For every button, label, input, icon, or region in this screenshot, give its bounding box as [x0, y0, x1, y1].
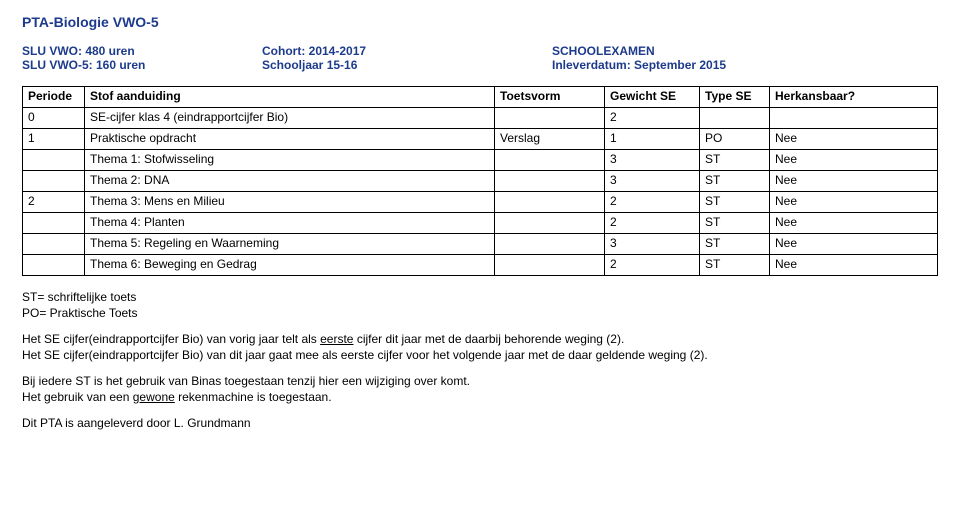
weging-block: Het SE cijfer(eindrapportcijfer Bio) van… — [22, 332, 938, 362]
binas-line: Bij iedere ST is het gebruik van Binas t… — [22, 374, 938, 388]
cell-toets — [495, 213, 605, 234]
cell-gewicht: 2 — [605, 255, 700, 276]
rekenmachine-line: Het gebruik van een gewone rekenmachine … — [22, 390, 938, 404]
th-type: Type SE — [700, 87, 770, 108]
cell-periode — [23, 255, 85, 276]
cell-gewicht: 2 — [605, 108, 700, 129]
cell-herk: Nee — [770, 192, 938, 213]
cell-toets — [495, 108, 605, 129]
meta-row: SLU VWO: 480 uren SLU VWO-5: 160 uren Co… — [22, 44, 938, 72]
table-row: 0 SE-cijfer klas 4 (eindrapportcijfer Bi… — [23, 108, 938, 129]
underline-gewone: gewone — [133, 390, 175, 404]
cell-periode — [23, 213, 85, 234]
underline-eerste: eerste — [320, 332, 353, 346]
cell-herk: Nee — [770, 255, 938, 276]
cell-herk: Nee — [770, 171, 938, 192]
author-line: Dit PTA is aangeleverd door L. Grundmann — [22, 416, 938, 430]
cell-gewicht: 3 — [605, 171, 700, 192]
table-row: Thema 1: Stofwisseling 3 ST Nee — [23, 150, 938, 171]
cell-herk: Nee — [770, 213, 938, 234]
cell-stof: SE-cijfer klas 4 (eindrapportcijfer Bio) — [85, 108, 495, 129]
th-toets: Toetsvorm — [495, 87, 605, 108]
cell-periode: 0 — [23, 108, 85, 129]
text: Het gebruik van een — [22, 390, 133, 404]
cell-type: ST — [700, 234, 770, 255]
binas-block: Bij iedere ST is het gebruik van Binas t… — [22, 374, 938, 404]
cell-stof: Thema 4: Planten — [85, 213, 495, 234]
text: Het SE cijfer(eindrapportcijfer Bio) van… — [22, 332, 320, 346]
cell-toets — [495, 234, 605, 255]
page-title: PTA-Biologie VWO-5 — [22, 14, 938, 30]
meta-col-1: SLU VWO: 480 uren SLU VWO-5: 160 uren — [22, 44, 262, 72]
weging-line-1: Het SE cijfer(eindrapportcijfer Bio) van… — [22, 332, 938, 346]
cell-toets — [495, 255, 605, 276]
text: rekenmachine is toegestaan. — [175, 390, 332, 404]
slu-vwo5: SLU VWO-5: 160 uren — [22, 58, 262, 72]
cell-periode — [23, 150, 85, 171]
table-row: 2 Thema 3: Mens en Milieu 2 ST Nee — [23, 192, 938, 213]
cell-type: ST — [700, 192, 770, 213]
cell-type: PO — [700, 129, 770, 150]
notes: ST= schriftelijke toets PO= Praktische T… — [22, 290, 938, 430]
inleverdatum: Inleverdatum: September 2015 — [552, 58, 726, 72]
cell-type: ST — [700, 171, 770, 192]
meta-col-2: Cohort: 2014-2017 Schooljaar 15-16 — [262, 44, 552, 72]
cell-gewicht: 2 — [605, 192, 700, 213]
author-block: Dit PTA is aangeleverd door L. Grundmann — [22, 416, 938, 430]
cell-type: ST — [700, 213, 770, 234]
cell-stof: Thema 2: DNA — [85, 171, 495, 192]
th-herk: Herkansbaar? — [770, 87, 938, 108]
cell-stof: Thema 6: Beweging en Gedrag — [85, 255, 495, 276]
pta-table: Periode Stof aanduiding Toetsvorm Gewich… — [22, 86, 938, 276]
th-gewicht: Gewicht SE — [605, 87, 700, 108]
table-row: Thema 2: DNA 3 ST Nee — [23, 171, 938, 192]
cell-type: ST — [700, 150, 770, 171]
table-row: Thema 5: Regeling en Waarneming 3 ST Nee — [23, 234, 938, 255]
table-body: 0 SE-cijfer klas 4 (eindrapportcijfer Bi… — [23, 108, 938, 276]
cell-herk: Nee — [770, 129, 938, 150]
cell-toets — [495, 192, 605, 213]
legend-block: ST= schriftelijke toets PO= Praktische T… — [22, 290, 938, 320]
slu-vwo: SLU VWO: 480 uren — [22, 44, 262, 58]
cell-toets — [495, 150, 605, 171]
table-header-row: Periode Stof aanduiding Toetsvorm Gewich… — [23, 87, 938, 108]
meta-col-3: SCHOOLEXAMEN Inleverdatum: September 201… — [552, 44, 726, 72]
table-row: Thema 4: Planten 2 ST Nee — [23, 213, 938, 234]
cell-stof: Thema 5: Regeling en Waarneming — [85, 234, 495, 255]
cell-gewicht: 3 — [605, 234, 700, 255]
cohort: Cohort: 2014-2017 — [262, 44, 552, 58]
cell-gewicht: 3 — [605, 150, 700, 171]
legend-st: ST= schriftelijke toets — [22, 290, 938, 304]
cell-herk — [770, 108, 938, 129]
cell-herk: Nee — [770, 234, 938, 255]
cell-gewicht: 1 — [605, 129, 700, 150]
cell-stof: Thema 1: Stofwisseling — [85, 150, 495, 171]
cell-stof: Thema 3: Mens en Milieu — [85, 192, 495, 213]
text: cijfer dit jaar met de daarbij behorende… — [353, 332, 624, 346]
cell-herk: Nee — [770, 150, 938, 171]
cell-periode — [23, 234, 85, 255]
cell-periode — [23, 171, 85, 192]
table-row: Thema 6: Beweging en Gedrag 2 ST Nee — [23, 255, 938, 276]
page: PTA-Biologie VWO-5 SLU VWO: 480 uren SLU… — [0, 0, 960, 507]
legend-po: PO= Praktische Toets — [22, 306, 938, 320]
schoolexamen: SCHOOLEXAMEN — [552, 44, 726, 58]
weging-line-2: Het SE cijfer(eindrapportcijfer Bio) van… — [22, 348, 938, 362]
th-periode: Periode — [23, 87, 85, 108]
schooljaar: Schooljaar 15-16 — [262, 58, 552, 72]
table-row: 1 Praktische opdracht Verslag 1 PO Nee — [23, 129, 938, 150]
cell-toets: Verslag — [495, 129, 605, 150]
cell-type — [700, 108, 770, 129]
cell-toets — [495, 171, 605, 192]
cell-stof: Praktische opdracht — [85, 129, 495, 150]
cell-periode: 1 — [23, 129, 85, 150]
cell-periode: 2 — [23, 192, 85, 213]
cell-gewicht: 2 — [605, 213, 700, 234]
cell-type: ST — [700, 255, 770, 276]
th-stof: Stof aanduiding — [85, 87, 495, 108]
